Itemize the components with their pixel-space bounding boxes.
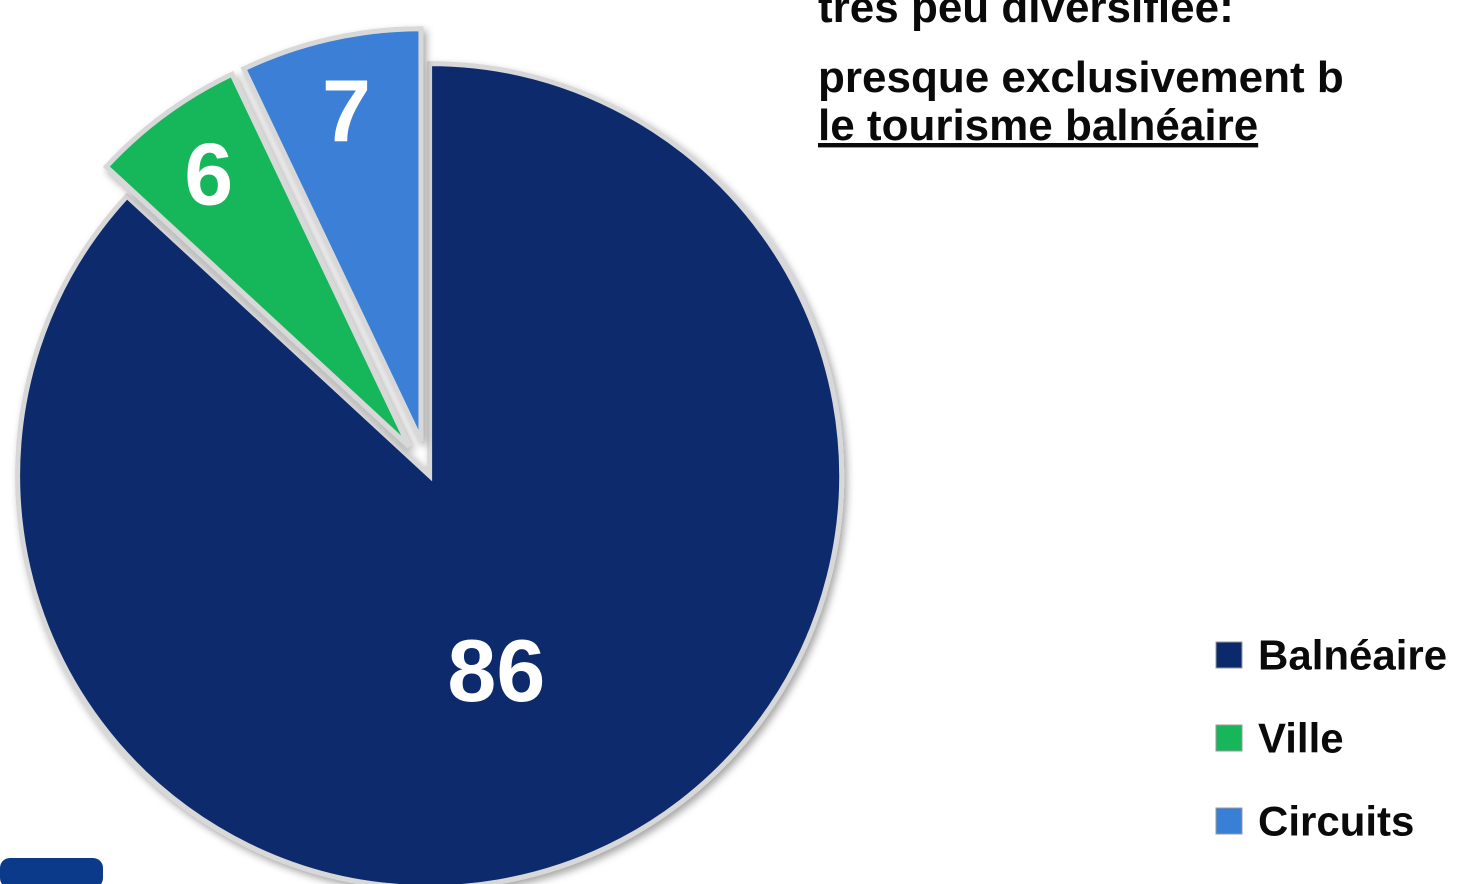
pie-slice — [240, 26, 424, 442]
slice-label: 7 — [322, 62, 371, 161]
legend-label: Balnéaire — [1258, 632, 1447, 679]
legend: Balnéaire Ville Circuits — [1215, 632, 1447, 845]
pie-slice — [102, 70, 412, 449]
legend-swatch — [1215, 807, 1243, 835]
pie-slice — [15, 61, 845, 884]
logo — [0, 858, 103, 884]
legend-swatch — [1215, 641, 1243, 669]
legend-swatch — [1215, 724, 1243, 752]
slice-label: 6 — [184, 125, 233, 224]
annotation-line: très peu diversifiée: — [818, 0, 1234, 32]
annotation-line: presque exclusivement b — [818, 53, 1344, 102]
pie: 86 67 — [15, 26, 845, 884]
legend-label: Ville — [1258, 715, 1344, 762]
annotation-line: le tourisme balnéaire — [818, 101, 1258, 150]
slice-label: 86 — [447, 621, 545, 720]
legend-label: Circuits — [1258, 798, 1414, 845]
